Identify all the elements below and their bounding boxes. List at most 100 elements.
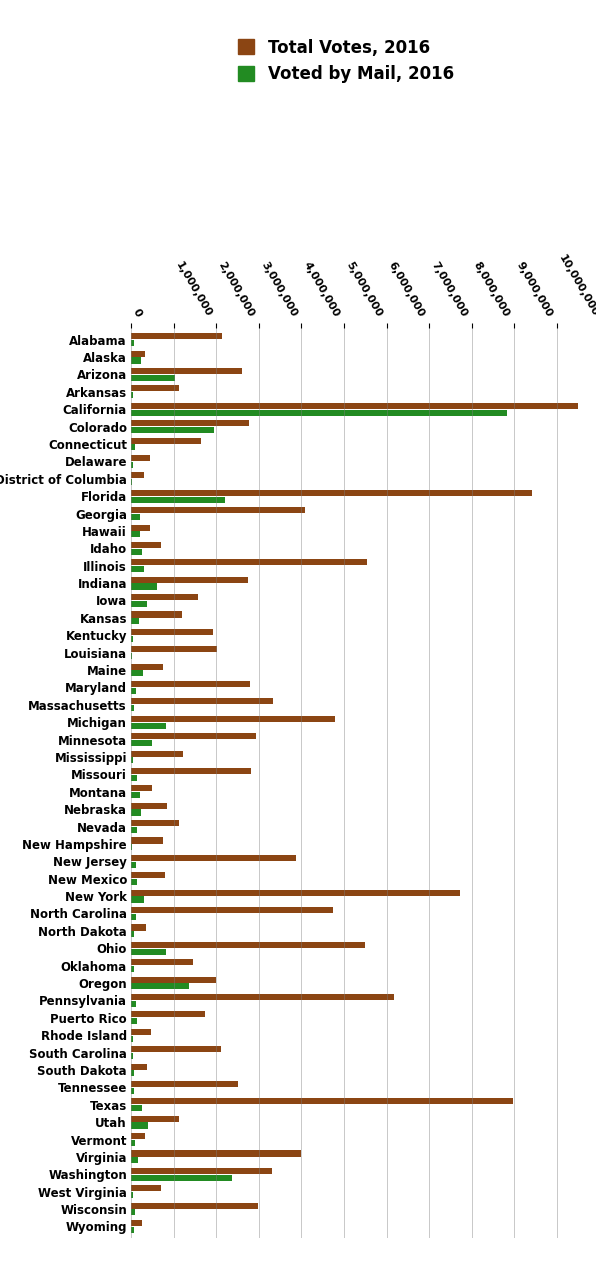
Bar: [131, 393, 134, 398]
Bar: [131, 925, 146, 931]
Bar: [131, 1185, 162, 1191]
Bar: [131, 774, 136, 781]
Bar: [131, 490, 532, 496]
Bar: [131, 1168, 272, 1173]
Bar: [131, 1029, 151, 1034]
Bar: [131, 437, 201, 443]
Bar: [131, 873, 165, 878]
Bar: [131, 1081, 238, 1087]
Bar: [131, 421, 250, 427]
Bar: [131, 907, 333, 913]
Bar: [131, 445, 135, 451]
Bar: [131, 403, 596, 409]
Bar: [131, 1210, 135, 1215]
Bar: [131, 333, 222, 340]
Bar: [131, 496, 225, 503]
Bar: [131, 733, 256, 739]
Bar: [131, 792, 141, 798]
Bar: [131, 409, 507, 416]
Bar: [131, 351, 145, 356]
Bar: [131, 1063, 147, 1070]
Bar: [131, 942, 365, 949]
Bar: [131, 758, 133, 763]
Bar: [131, 647, 218, 652]
Bar: [131, 472, 144, 479]
Bar: [131, 548, 142, 554]
Bar: [131, 635, 133, 642]
Bar: [131, 618, 139, 624]
Bar: [131, 1220, 142, 1226]
Legend: Total Votes, 2016, Voted by Mail, 2016: Total Votes, 2016, Voted by Mail, 2016: [232, 34, 459, 88]
Bar: [131, 949, 166, 955]
Bar: [131, 560, 367, 566]
Bar: [131, 984, 190, 989]
Bar: [131, 879, 136, 885]
Bar: [131, 566, 144, 572]
Bar: [131, 357, 141, 364]
Bar: [131, 1139, 135, 1146]
Bar: [131, 1087, 134, 1094]
Bar: [131, 844, 132, 850]
Bar: [131, 959, 193, 965]
Bar: [131, 653, 132, 659]
Bar: [131, 722, 166, 729]
Bar: [131, 1115, 179, 1122]
Bar: [131, 1012, 205, 1018]
Bar: [131, 1070, 134, 1076]
Bar: [131, 1175, 232, 1181]
Bar: [131, 584, 157, 590]
Bar: [131, 601, 147, 608]
Bar: [131, 914, 136, 919]
Bar: [131, 340, 134, 346]
Bar: [131, 810, 141, 816]
Bar: [131, 837, 163, 844]
Bar: [131, 827, 136, 834]
Bar: [131, 1202, 258, 1209]
Bar: [131, 705, 134, 711]
Bar: [131, 455, 150, 461]
Bar: [131, 629, 213, 635]
Bar: [131, 1133, 145, 1139]
Bar: [131, 375, 175, 381]
Bar: [131, 803, 167, 808]
Bar: [131, 889, 460, 895]
Bar: [131, 750, 182, 757]
Bar: [131, 1036, 133, 1042]
Bar: [131, 1192, 133, 1199]
Bar: [131, 1123, 148, 1129]
Bar: [131, 740, 152, 746]
Bar: [131, 1105, 142, 1111]
Bar: [131, 514, 140, 520]
Bar: [131, 462, 133, 467]
Bar: [131, 861, 135, 868]
Bar: [131, 479, 132, 485]
Bar: [131, 855, 296, 861]
Bar: [131, 427, 215, 433]
Bar: [131, 768, 251, 774]
Bar: [131, 820, 179, 826]
Bar: [131, 966, 134, 973]
Bar: [131, 594, 198, 600]
Bar: [131, 524, 150, 530]
Bar: [131, 532, 140, 537]
Bar: [131, 786, 153, 792]
Bar: [131, 698, 273, 705]
Bar: [131, 385, 179, 392]
Bar: [131, 716, 336, 722]
Bar: [131, 1226, 134, 1233]
Bar: [131, 508, 305, 513]
Bar: [131, 688, 136, 693]
Bar: [131, 663, 163, 669]
Bar: [131, 897, 144, 903]
Bar: [131, 1046, 221, 1052]
Bar: [131, 1157, 138, 1163]
Bar: [131, 1099, 513, 1104]
Bar: [131, 671, 143, 677]
Bar: [131, 931, 134, 937]
Bar: [131, 1000, 136, 1007]
Bar: [131, 542, 160, 548]
Bar: [131, 368, 242, 374]
Bar: [131, 1151, 301, 1157]
Bar: [131, 976, 216, 983]
Bar: [131, 681, 250, 687]
